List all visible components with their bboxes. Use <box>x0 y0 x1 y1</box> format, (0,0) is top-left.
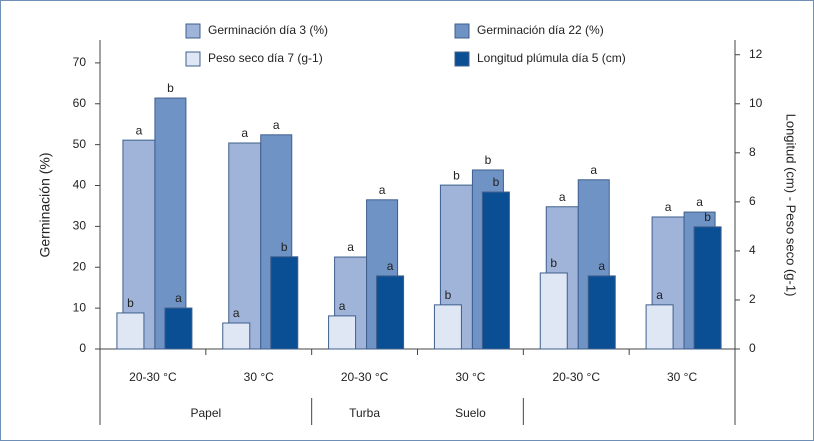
significance-letter: a <box>665 200 672 214</box>
bar <box>433 304 462 350</box>
significance-letter: a <box>590 163 597 177</box>
y2-tick-label: 12 <box>749 47 763 61</box>
bar <box>222 322 251 350</box>
significance-letter: a <box>559 190 566 204</box>
bar <box>328 315 357 350</box>
y2-tick-label: 0 <box>749 341 756 355</box>
bar <box>539 272 568 350</box>
y2-tick-label: 6 <box>749 194 756 208</box>
y-tick-label: 20 <box>73 259 87 273</box>
significance-letter: b <box>485 153 492 167</box>
y-tick-label: 0 <box>79 341 86 355</box>
y2-tick-label: 2 <box>749 292 756 306</box>
legend-label: Germinación día 3 (%) <box>208 23 328 37</box>
x-tick-label: 20-30 °C <box>341 370 389 384</box>
bar <box>481 191 510 350</box>
bar <box>645 304 674 350</box>
significance-letter: a <box>175 291 182 305</box>
significance-letter: b <box>127 296 134 310</box>
legend-label: Longitud plúmula día 5 (cm) <box>477 51 626 65</box>
y-tick-label: 30 <box>73 219 87 233</box>
x-tick-label: 20-30 °C <box>553 370 601 384</box>
y-tick-label: 50 <box>73 137 87 151</box>
x-tick-label: 30 °C <box>244 370 274 384</box>
legend-swatch <box>454 23 470 39</box>
bar <box>154 97 187 350</box>
significance-letter: b <box>167 81 174 95</box>
significance-letter: a <box>387 259 394 273</box>
y-tick-label: 10 <box>73 300 87 314</box>
legend-label: Peso seco día 7 (g-1) <box>208 51 323 65</box>
y-tick-label: 40 <box>73 178 87 192</box>
y-tick-label: 60 <box>73 96 87 110</box>
y-axis-label: Germinación (%) <box>37 152 53 257</box>
x-tick-label: 30 °C <box>455 370 485 384</box>
group-label: Suelo <box>455 406 486 420</box>
significance-letter: a <box>379 183 386 197</box>
bar <box>376 275 405 350</box>
significance-letter: a <box>273 118 280 132</box>
y2-tick-label: 4 <box>749 243 756 257</box>
significance-letter: a <box>339 299 346 313</box>
significance-letter: b <box>550 256 557 270</box>
legend-swatch <box>185 51 201 67</box>
significance-letter: b <box>704 210 711 224</box>
x-tick-label: 30 °C <box>667 370 697 384</box>
significance-letter: a <box>136 123 143 137</box>
y-tick-label: 70 <box>73 55 87 69</box>
legend-swatch <box>454 51 470 67</box>
significance-letter: b <box>493 175 500 189</box>
significance-letter: a <box>241 126 248 140</box>
group-label: Papel <box>190 406 221 420</box>
bar <box>693 226 722 350</box>
significance-letter: b <box>453 168 460 182</box>
significance-letter: a <box>347 240 354 254</box>
significance-letter: a <box>656 288 663 302</box>
significance-letter: a <box>696 195 703 209</box>
significance-letter: b <box>445 288 452 302</box>
bar <box>164 307 193 350</box>
significance-letter: a <box>598 259 605 273</box>
legend-swatch <box>185 23 201 39</box>
legend-label: Germinación día 22 (%) <box>477 23 604 37</box>
y2-tick-label: 10 <box>749 96 763 110</box>
group-label: Turba <box>349 406 380 420</box>
significance-letter: b <box>281 240 288 254</box>
bar <box>116 312 145 350</box>
significance-letter: a <box>233 306 240 320</box>
bar <box>587 275 616 350</box>
bar <box>270 256 299 350</box>
y2-tick-label: 8 <box>749 145 756 159</box>
y2-axis-label: Longitud (cm) - Peso seco (g-1) <box>784 114 799 297</box>
x-tick-label: 20-30 °C <box>129 370 177 384</box>
